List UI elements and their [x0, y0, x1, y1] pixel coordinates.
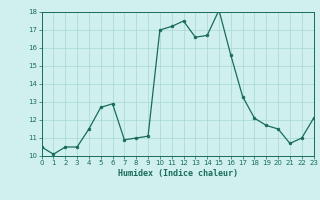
X-axis label: Humidex (Indice chaleur): Humidex (Indice chaleur) — [118, 169, 237, 178]
